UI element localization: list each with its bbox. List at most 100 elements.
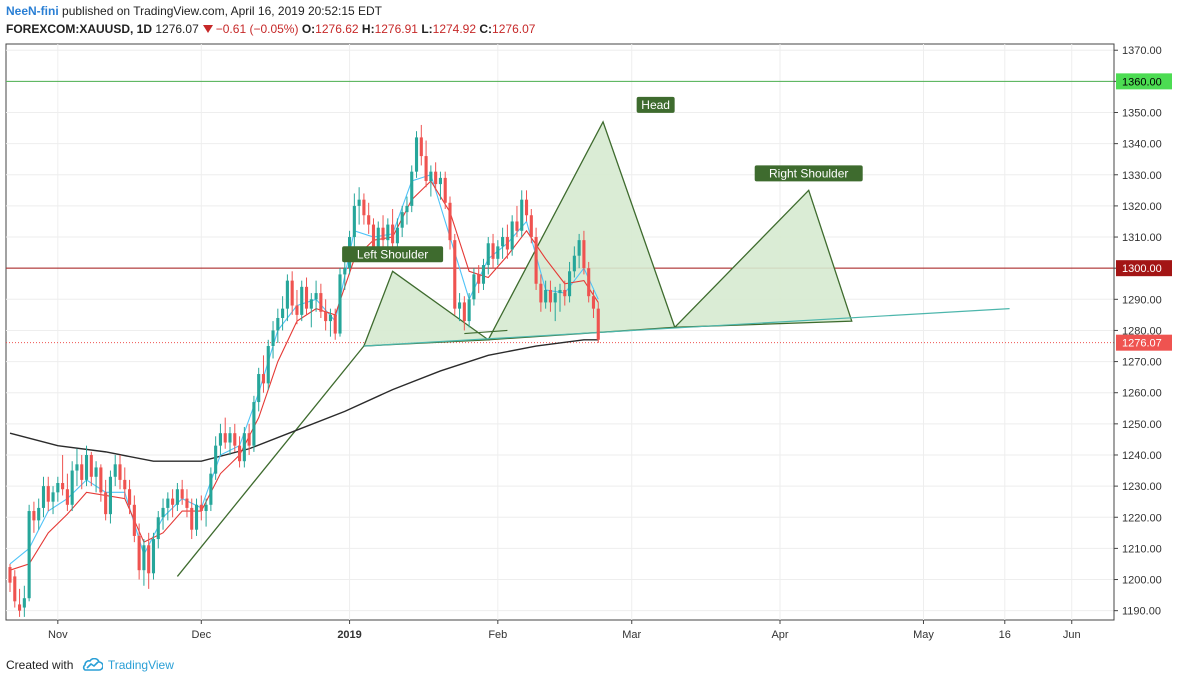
candle-body [343,268,347,275]
symbol-line: FOREXCOM:XAUUSD, 1D 1276.07 −0.61 (−0.05%… [6,22,535,36]
tradingview-brand[interactable]: TradingView [107,658,174,672]
price-axis[interactable]: 1370.00 1360.00 1350.00 1340.00 1330.00 1320.… [1114,45,1162,618]
time-tick-label: Nov [48,629,68,641]
level-tag-1360: 1360.00 [1122,76,1162,88]
candle-body [467,299,471,322]
candle-body [175,489,179,505]
candle-body [414,137,419,172]
candle-body [128,489,132,505]
candle-body [194,504,199,530]
candle-body [300,286,304,315]
high-label: H: [361,22,375,36]
candle-body [510,221,514,250]
pattern-label-bg [754,165,863,182]
candle-body [37,507,41,521]
publication-line: NeeN-fini published on TradingView.com, … [6,4,382,18]
high-value: 1276.91 [374,22,418,36]
candle-body [199,504,203,512]
time-tick-label: 2019 [337,629,361,641]
candle-body [61,483,65,490]
candle-body [582,240,586,269]
candle-body [171,498,175,505]
candle-body [486,243,490,266]
candle-body [587,268,591,297]
candle-body [65,489,69,505]
candle-body [400,212,404,228]
candle-body [113,464,117,477]
candle-body [386,224,390,241]
time-tick-label: Jun [1063,629,1081,641]
candle-body [577,240,581,256]
price-tick-label: 1190.00 [1122,606,1161,618]
candle-body [32,511,36,521]
candle-body [371,224,376,250]
candle-body [8,567,12,583]
candle-body [247,433,251,446]
candle-body [496,246,500,259]
pattern-label: Left Shoulder [357,247,428,261]
time-tick-label: Dec [192,629,212,641]
candle-body [515,221,519,231]
price-tick-label: 1280.00 [1122,325,1162,337]
candle-body [362,199,366,216]
price-tick-label: 1330.00 [1122,170,1162,182]
candle-body [591,296,596,309]
candle-body [405,205,409,213]
candle-body [568,271,572,297]
candle-body [539,283,543,303]
candle-body [271,330,275,347]
open-label: O: [301,22,316,36]
right-shoulder-triangle [673,189,853,329]
candle-body [13,576,17,602]
price-tick-label: 1340.00 [1122,139,1162,151]
candle-body [218,433,222,446]
time-tick-label: Apr [771,629,788,641]
candle-body [338,274,342,334]
inner-trend-line [464,329,508,335]
candle-body [118,464,122,480]
candle-body [429,171,433,181]
candle-body [80,464,84,480]
candle-body [544,289,548,303]
candle-body [238,445,242,462]
candle-body [27,511,31,599]
candle-body [281,308,285,318]
candle-body [410,171,414,206]
time-axis[interactable]: Nov Dec 2019 Feb Mar Apr May 16 Jun [48,620,1081,641]
price-tick-label: 1260.00 [1122,388,1162,400]
down-arrow-icon [202,25,213,33]
candle-body [123,479,127,490]
close-label: C: [479,22,493,36]
publisher-name[interactable]: NeeN-fini [6,4,59,18]
candle-body [324,311,328,322]
candle-body [434,171,438,185]
candle-body [458,302,462,309]
close-value: 1276.07 [492,22,536,36]
price-tick-label: 1250.00 [1122,419,1162,431]
candle-body [41,486,46,508]
candle-body [89,454,93,477]
candle-body [304,286,309,309]
pattern-label-bg [636,96,675,113]
candle-body [462,302,466,322]
candle-body [596,308,600,340]
candle-body [381,227,385,241]
price-tick-label: 1320.00 [1122,201,1162,213]
candle-body [137,535,141,571]
candle-body [233,433,237,446]
candle-body [481,265,486,284]
pattern-label-bg [342,246,444,263]
symbol-name[interactable]: FOREXCOM:XAUUSD, 1D [6,22,153,36]
candle-body [214,445,218,474]
price-change: −0.61 (−0.05%) [215,22,299,36]
pattern-label: Right Shoulder [769,166,848,180]
candle-body [367,215,371,225]
candle-body [99,467,103,493]
candle-body [18,604,22,611]
candle-body [261,374,266,384]
candle-body [553,293,557,303]
candles [8,124,600,617]
candle-body [395,227,399,244]
candle-body [46,486,50,502]
